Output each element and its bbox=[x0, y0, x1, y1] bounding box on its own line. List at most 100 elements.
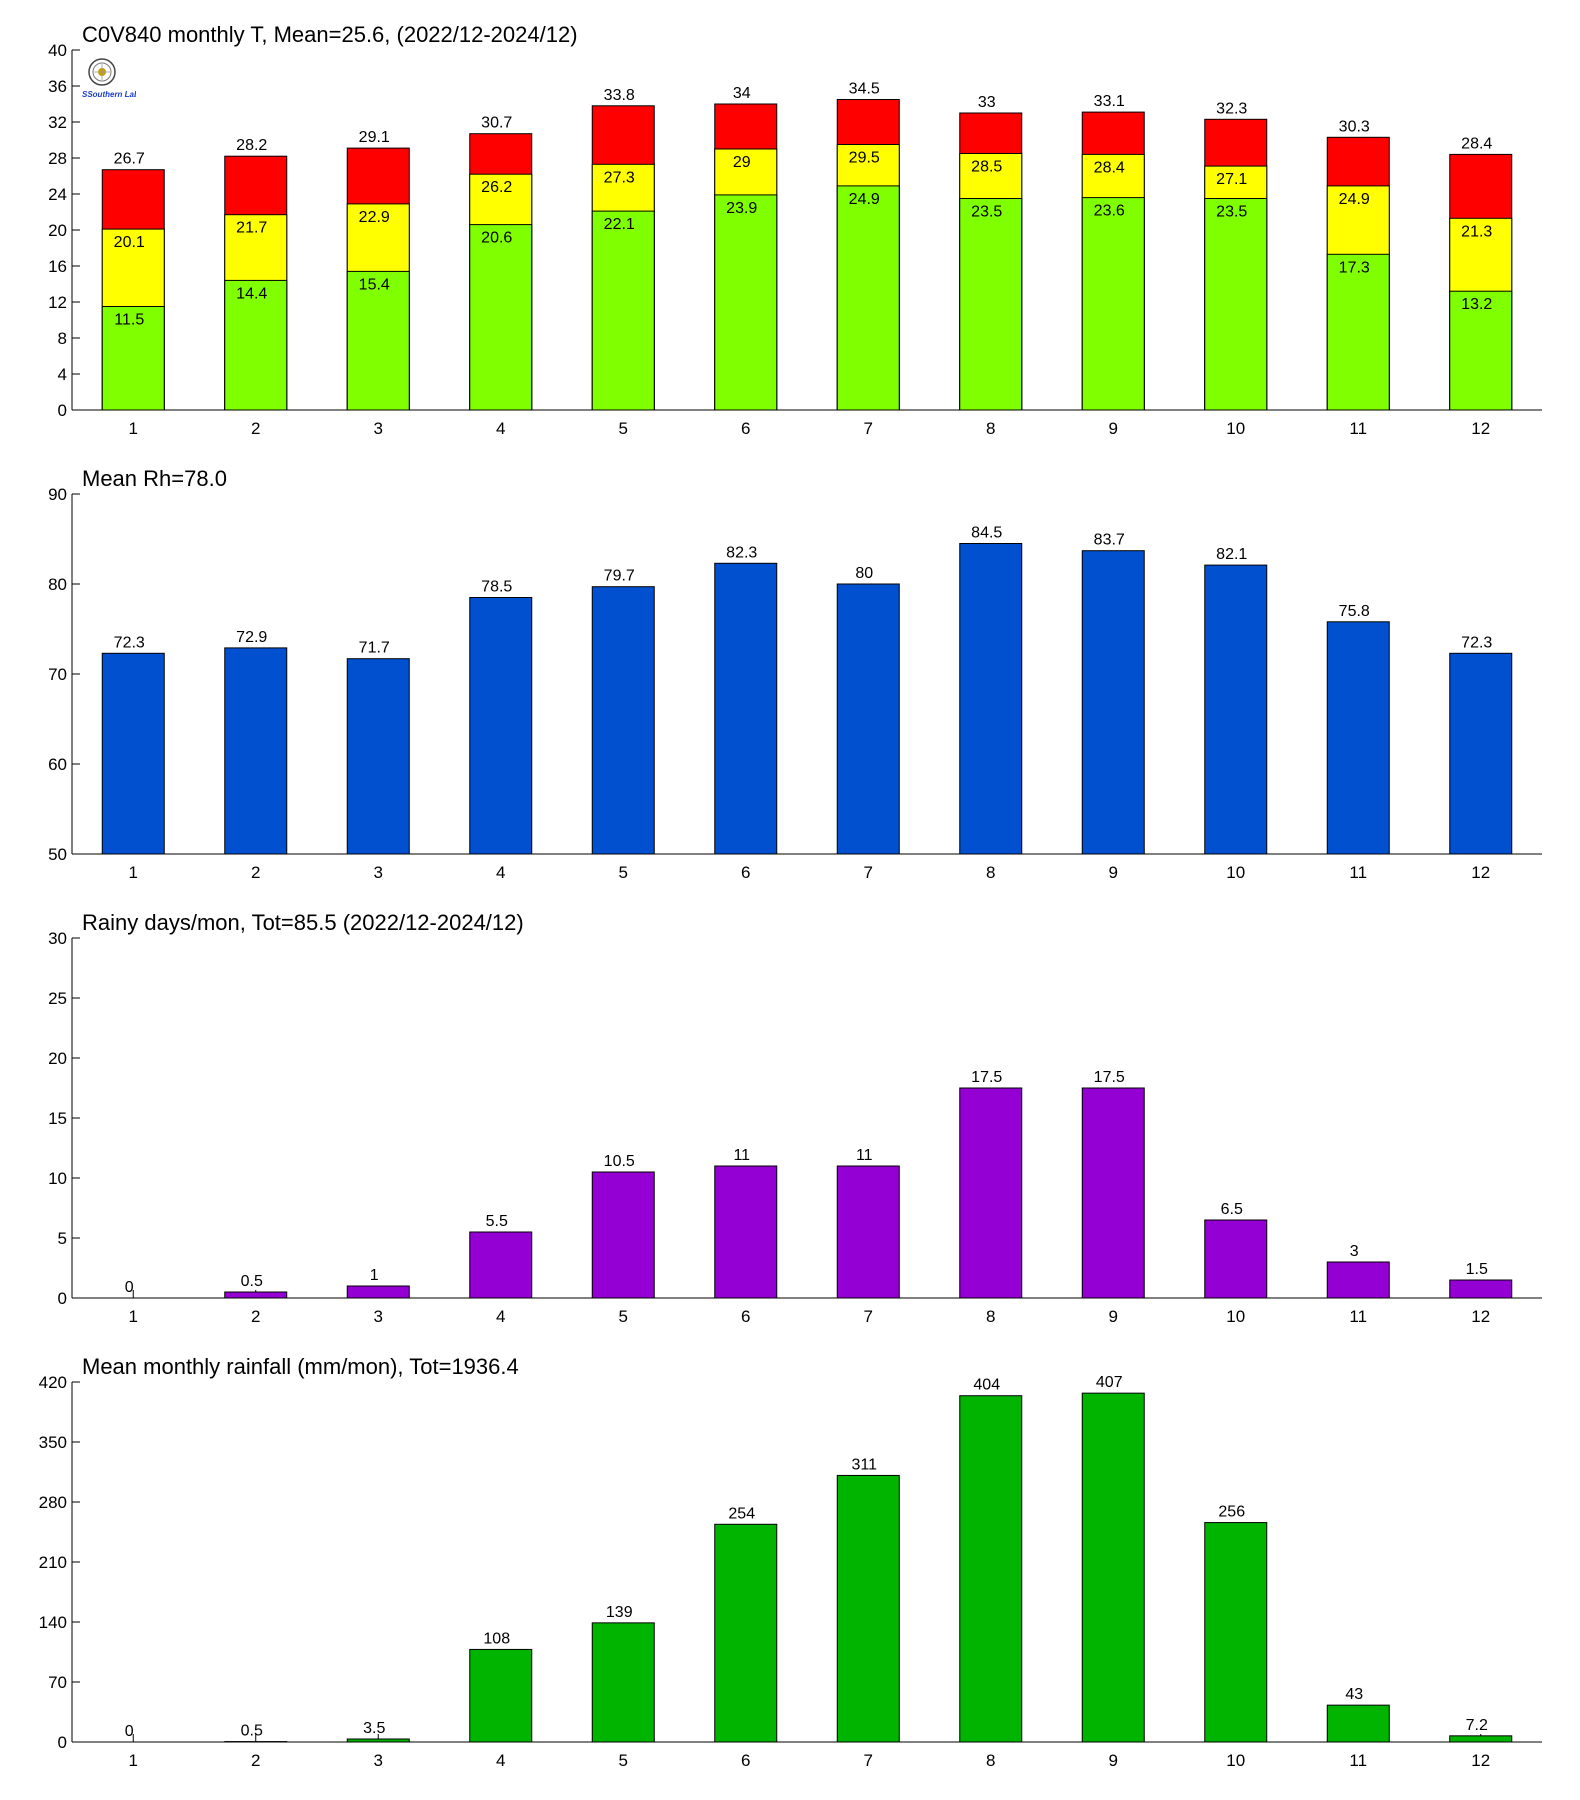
lab-logo: SSouthern Lab bbox=[82, 58, 136, 99]
data-label: 30.7 bbox=[481, 115, 512, 132]
y-tick-label: 60 bbox=[48, 755, 67, 774]
data-label: 5.5 bbox=[486, 1213, 508, 1230]
chart-title: Mean monthly rainfall (mm/mon), Tot=1936… bbox=[82, 1354, 519, 1379]
data-label: 7.2 bbox=[1466, 1717, 1488, 1734]
data-label: 33.8 bbox=[604, 87, 635, 104]
data-label: 21.3 bbox=[1461, 223, 1492, 240]
data-label: 0 bbox=[125, 1279, 134, 1296]
x-tick-label: 6 bbox=[741, 419, 750, 438]
x-tick-label: 7 bbox=[864, 1751, 873, 1770]
data-label: 72.3 bbox=[114, 634, 145, 651]
bar bbox=[469, 224, 533, 411]
y-tick-label: 30 bbox=[48, 929, 67, 948]
data-label: 71.7 bbox=[359, 640, 390, 657]
x-tick-label: 3 bbox=[374, 863, 383, 882]
y-tick-label: 210 bbox=[39, 1553, 67, 1572]
bar bbox=[591, 586, 655, 855]
data-label: 75.8 bbox=[1339, 603, 1370, 620]
data-label: 29 bbox=[733, 154, 751, 171]
x-tick-label: 10 bbox=[1226, 1751, 1245, 1770]
data-label: 84.5 bbox=[971, 525, 1002, 542]
bar bbox=[1081, 1392, 1145, 1743]
x-tick-label: 3 bbox=[374, 1307, 383, 1326]
x-tick-label: 11 bbox=[1349, 1307, 1367, 1326]
y-tick-label: 12 bbox=[48, 293, 67, 312]
data-label: 311 bbox=[851, 1456, 877, 1473]
data-label: 256 bbox=[1218, 1504, 1245, 1521]
bar bbox=[224, 647, 288, 855]
data-label: 33 bbox=[978, 94, 996, 111]
x-tick-label: 9 bbox=[1109, 1307, 1118, 1326]
y-tick-label: 24 bbox=[48, 185, 67, 204]
x-tick-label: 6 bbox=[741, 1307, 750, 1326]
x-tick-label: 9 bbox=[1109, 419, 1118, 438]
x-tick-label: 8 bbox=[986, 863, 995, 882]
x-tick-label: 4 bbox=[496, 863, 505, 882]
logo-text: SSouthern Lab bbox=[82, 90, 136, 99]
bar bbox=[714, 1165, 778, 1299]
y-tick-label: 25 bbox=[48, 989, 67, 1008]
data-label: 14.4 bbox=[236, 285, 267, 302]
data-label: 3 bbox=[1350, 1243, 1359, 1260]
data-label: 23.5 bbox=[971, 204, 1002, 221]
x-tick-label: 2 bbox=[251, 1307, 260, 1326]
x-tick-label: 10 bbox=[1226, 1307, 1245, 1326]
x-tick-label: 5 bbox=[619, 1307, 628, 1326]
x-tick-label: 1 bbox=[129, 1307, 138, 1326]
data-label: 6.5 bbox=[1221, 1201, 1243, 1218]
data-label: 15.4 bbox=[359, 276, 390, 293]
data-label: 254 bbox=[728, 1505, 755, 1522]
y-tick-label: 16 bbox=[48, 257, 67, 276]
bar bbox=[1326, 621, 1390, 855]
data-label: 1 bbox=[370, 1267, 379, 1284]
x-tick-label: 8 bbox=[986, 1307, 995, 1326]
data-label: 17.5 bbox=[1094, 1069, 1125, 1086]
bar bbox=[224, 279, 288, 411]
y-tick-label: 0 bbox=[58, 1289, 67, 1308]
y-tick-label: 70 bbox=[48, 1673, 67, 1692]
y-tick-label: 20 bbox=[48, 1049, 67, 1068]
x-tick-label: 4 bbox=[496, 1751, 505, 1770]
bar bbox=[836, 1474, 900, 1743]
x-tick-label: 8 bbox=[986, 1751, 995, 1770]
data-label: 17.5 bbox=[971, 1069, 1002, 1086]
x-tick-label: 2 bbox=[251, 1751, 260, 1770]
bar bbox=[1081, 550, 1145, 855]
bar bbox=[346, 1285, 410, 1299]
data-label: 0.5 bbox=[241, 1273, 263, 1290]
x-tick-label: 3 bbox=[374, 1751, 383, 1770]
x-tick-label: 4 bbox=[496, 1307, 505, 1326]
bar bbox=[714, 194, 778, 411]
x-tick-label: 11 bbox=[1349, 863, 1367, 882]
data-label: 32.3 bbox=[1216, 100, 1247, 117]
bar bbox=[346, 1738, 410, 1743]
bar bbox=[1204, 1522, 1268, 1743]
bar bbox=[1449, 290, 1513, 411]
data-label: 28.4 bbox=[1461, 135, 1492, 152]
y-tick-label: 80 bbox=[48, 575, 67, 594]
data-label: 108 bbox=[483, 1630, 510, 1647]
bar bbox=[1204, 1219, 1268, 1299]
data-label: 17.3 bbox=[1339, 259, 1370, 276]
bar bbox=[836, 583, 900, 855]
data-label: 28.5 bbox=[971, 159, 1002, 176]
bar bbox=[1204, 198, 1268, 411]
y-tick-label: 10 bbox=[48, 1169, 67, 1188]
data-label: 11 bbox=[733, 1147, 750, 1164]
data-label: 83.7 bbox=[1094, 532, 1125, 549]
y-tick-label: 0 bbox=[58, 401, 67, 420]
bar bbox=[1449, 652, 1513, 855]
y-tick-label: 8 bbox=[58, 329, 67, 348]
bar bbox=[469, 1648, 533, 1743]
data-label: 28.2 bbox=[236, 137, 267, 154]
data-label: 28.4 bbox=[1094, 159, 1125, 176]
data-label: 139 bbox=[606, 1604, 633, 1621]
bar bbox=[346, 270, 410, 411]
x-tick-label: 10 bbox=[1226, 863, 1245, 882]
bar bbox=[1449, 1279, 1513, 1299]
data-label: 11.5 bbox=[114, 312, 144, 329]
y-tick-label: 90 bbox=[48, 485, 67, 504]
data-label: 3.5 bbox=[363, 1720, 385, 1737]
data-label: 24.9 bbox=[849, 191, 880, 208]
y-tick-label: 20 bbox=[48, 221, 67, 240]
